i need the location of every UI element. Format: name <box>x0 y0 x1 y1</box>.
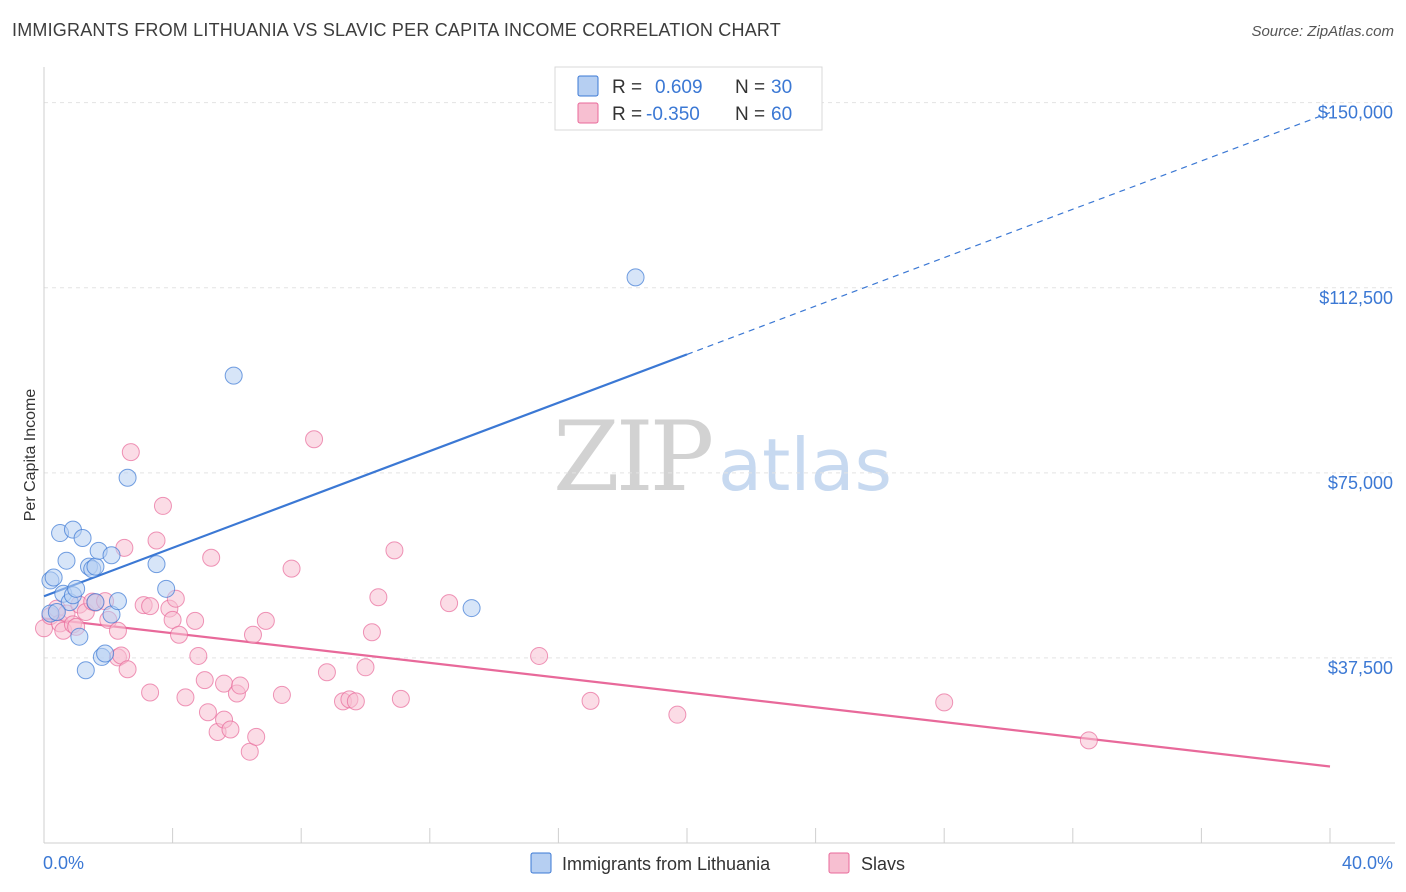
legend-r-label-2: R = <box>612 104 642 125</box>
point-slavs <box>243 625 262 644</box>
point-lithuania <box>47 603 66 622</box>
point-slavs <box>317 663 336 682</box>
legend-swatch-blue <box>577 75 599 97</box>
point-slavs <box>108 621 127 640</box>
point-slavs <box>305 430 324 449</box>
point-slavs <box>141 683 160 702</box>
point-lithuania <box>157 579 176 598</box>
point-slavs <box>581 691 600 710</box>
point-slavs <box>346 692 365 711</box>
legend-n-label-2: N = <box>735 104 765 125</box>
legend-swatch-pink <box>577 102 599 124</box>
legend-r-value-2: -0.350 <box>646 104 700 125</box>
y-tick-label: $37,500 <box>1328 658 1393 678</box>
point-slavs <box>282 559 301 578</box>
point-slavs <box>356 658 375 677</box>
point-lithuania <box>44 568 63 587</box>
point-slavs <box>202 548 221 567</box>
point-slavs <box>1079 731 1098 750</box>
series-legend-label-slavs: Slavs <box>861 854 905 874</box>
point-slavs <box>118 660 137 679</box>
y-axis-label: Per Capita Income <box>22 389 39 522</box>
point-slavs <box>272 685 291 704</box>
point-lithuania <box>626 268 645 287</box>
point-slavs <box>362 623 381 642</box>
point-slavs <box>256 611 275 630</box>
point-slavs <box>153 496 172 515</box>
y-tick-label: $112,500 <box>1319 288 1393 308</box>
point-slavs <box>530 646 549 665</box>
y-tick-labels: $37,500 $75,000 $112,500 $150,000 <box>1318 103 1393 678</box>
watermark: ZIP atlas <box>553 401 892 513</box>
x-tick-label-max: 40.0% <box>1342 853 1393 873</box>
legend-r-value-1: 0.609 <box>655 77 703 98</box>
legend-n-value-1: 30 <box>771 77 792 98</box>
point-lithuania <box>224 366 243 385</box>
point-slavs <box>440 594 459 613</box>
legend-r-label-1: R = <box>612 77 642 98</box>
point-slavs <box>668 705 687 724</box>
series-legend-label-lithuania: Immigrants from Lithuania <box>562 854 771 874</box>
legend-n-value-2: 60 <box>771 104 792 125</box>
trend-line-slavs <box>43 617 1331 768</box>
trend-line-lithuania <box>43 353 688 598</box>
point-slavs <box>163 610 182 629</box>
point-slavs <box>170 625 189 644</box>
source-label: Source: ZipAtlas.com <box>1251 23 1394 40</box>
y-tick-label: $150,000 <box>1318 103 1393 123</box>
watermark-zip: ZIP <box>553 401 712 513</box>
point-lithuania <box>70 627 89 646</box>
point-slavs <box>935 693 954 712</box>
legend: R = 0.609 N = 30 R = -0.350 N = 60 <box>554 66 823 131</box>
legend-n-label-1: N = <box>735 77 765 98</box>
point-lithuania <box>57 551 76 570</box>
scatter-points <box>35 268 1098 761</box>
point-lithuania <box>76 661 95 680</box>
axes <box>43 67 1395 844</box>
point-lithuania <box>102 546 121 565</box>
point-lithuania <box>96 644 115 663</box>
point-slavs <box>198 703 217 722</box>
watermark-atlas: atlas <box>718 423 892 507</box>
point-lithuania <box>86 593 105 612</box>
point-slavs <box>189 646 208 665</box>
point-lithuania <box>118 468 137 487</box>
grid-lines <box>44 102 1395 659</box>
point-slavs <box>195 671 214 690</box>
point-slavs <box>391 689 410 708</box>
point-slavs <box>147 531 166 550</box>
series-legend-swatch-slavs <box>828 852 850 874</box>
point-slavs <box>369 588 388 607</box>
y-tick-label: $75,000 <box>1328 473 1393 493</box>
point-slavs <box>176 688 195 707</box>
trend-lines <box>43 111 1331 768</box>
point-lithuania <box>86 557 105 576</box>
point-slavs <box>231 676 250 695</box>
point-slavs <box>221 720 240 739</box>
series-legend: Immigrants from Lithuania Slavs <box>530 852 905 874</box>
point-lithuania <box>462 599 481 618</box>
point-lithuania <box>73 528 92 547</box>
trend-line-lithuania-extension <box>686 111 1331 355</box>
x-tick-label-min: 0.0% <box>43 853 84 873</box>
point-slavs <box>240 742 259 761</box>
series-legend-swatch-lithuania <box>530 852 552 874</box>
point-slavs <box>247 727 266 746</box>
point-slavs <box>186 611 205 630</box>
chart-title: IMMIGRANTS FROM LITHUANIA VS SLAVIC PER … <box>12 20 781 40</box>
legend-box <box>554 66 823 131</box>
point-slavs <box>121 443 140 462</box>
point-slavs <box>385 541 404 560</box>
point-lithuania <box>108 592 127 611</box>
point-lithuania <box>147 555 166 574</box>
point-lithuania <box>67 579 86 598</box>
point-slavs <box>141 597 160 616</box>
